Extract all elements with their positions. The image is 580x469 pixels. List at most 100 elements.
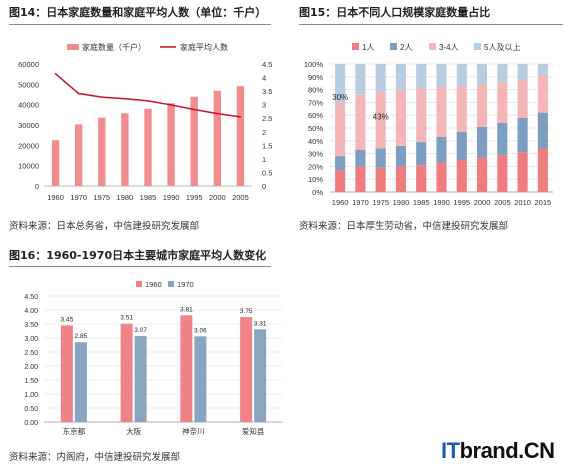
stack-segment xyxy=(456,64,467,86)
y-tick-label: 1.00 xyxy=(24,392,38,399)
bar-households xyxy=(236,86,245,186)
y-left-tick-label: 50000 xyxy=(18,80,39,89)
stack-segment xyxy=(456,131,467,160)
point-avg-household-size xyxy=(170,104,172,106)
y-tick-label: 40% xyxy=(308,137,323,146)
x-tick-label: 1980 xyxy=(117,193,134,202)
x-tick-label: 1995 xyxy=(453,198,470,207)
stack-segment xyxy=(395,64,407,90)
stack-segment xyxy=(456,85,467,132)
stack-segment xyxy=(335,102,346,157)
y-tick-label: 0.00 xyxy=(24,420,38,427)
fig15-source: 资料来源：日本厚生劳动省，中信建投研究发展部 xyxy=(299,221,509,232)
value-label: 3.75 xyxy=(240,308,253,315)
y-tick-label: 2.00 xyxy=(24,364,38,371)
y-left-tick-label: 60000 xyxy=(18,60,39,69)
legend-label: 1人 xyxy=(362,43,374,52)
y-left-tick-label: 10000 xyxy=(18,162,39,171)
stack-segment xyxy=(517,117,528,153)
stack-segment xyxy=(416,142,427,166)
bar-households xyxy=(74,124,83,186)
stack-segment xyxy=(436,162,447,192)
fig14-source: 资料来源：日本总务省，中信建投研究发展部 xyxy=(9,221,200,232)
x-tick-label: 1985 xyxy=(140,193,157,202)
stack-segment xyxy=(416,64,427,89)
stack-segment xyxy=(436,136,447,163)
y-tick-label: 20% xyxy=(308,162,323,171)
stack-segment xyxy=(355,94,366,150)
point-avg-household-size xyxy=(100,96,103,98)
legend-label-avg-size: 家庭平均人数 xyxy=(180,42,228,52)
stack-segment xyxy=(395,145,407,167)
stack-segment xyxy=(375,148,386,168)
x-tick-label: 1960 xyxy=(47,193,64,202)
stack-segment xyxy=(537,112,548,149)
y-right-tick-label: 1.5 xyxy=(262,141,272,150)
x-tick-label: 1970 xyxy=(70,193,87,202)
stack-segment xyxy=(395,166,407,192)
stack-segment xyxy=(456,160,467,192)
y-left-tick-label: 0 xyxy=(35,182,39,191)
y-tick-label: 4.50 xyxy=(24,294,38,301)
stack-segment xyxy=(416,165,427,192)
stack-segment xyxy=(497,81,508,123)
value-label: 3.51 xyxy=(120,315,133,322)
bar xyxy=(180,315,193,422)
y-tick-label: 10% xyxy=(308,175,323,184)
legend-swatch xyxy=(390,43,397,50)
bar xyxy=(60,325,73,422)
value-label: 3.06 xyxy=(194,327,207,334)
stack-segment xyxy=(517,79,528,118)
y-tick-label: 90% xyxy=(308,73,323,82)
y-right-tick-label: 4.5 xyxy=(262,60,272,69)
stack-segment xyxy=(395,89,407,146)
y-tick-label: 0% xyxy=(312,188,323,197)
y-tick-label: 0.50 xyxy=(24,406,38,413)
stack-segment xyxy=(375,64,386,93)
stack-segment xyxy=(416,88,427,143)
stack-segment xyxy=(476,84,488,127)
x-tick-label: 爱知县 xyxy=(242,426,265,436)
y-right-tick-label: 2.5 xyxy=(262,114,272,123)
fig15-title-rule xyxy=(299,24,563,25)
stack-segment xyxy=(537,75,548,113)
fig16-title-rule xyxy=(9,266,271,267)
value-label: 3.07 xyxy=(134,327,147,334)
legend-label: 1970 xyxy=(177,280,194,289)
x-tick-label: 2000 xyxy=(209,193,226,202)
x-tick-label: 1990 xyxy=(433,198,450,207)
y-tick-label: 2.50 xyxy=(24,350,38,357)
stack-segment xyxy=(335,170,346,192)
stack-segment xyxy=(476,157,488,192)
fig15-title: 图15：日本不同人口规模家庭数量占比 xyxy=(299,6,491,19)
y-right-tick-label: 1 xyxy=(262,155,266,164)
x-tick-label: 1995 xyxy=(186,193,203,202)
x-tick-label: 东京都 xyxy=(63,426,86,436)
y-right-tick-label: 3 xyxy=(262,101,266,110)
y-tick-label: 100% xyxy=(304,60,324,69)
bar xyxy=(74,342,87,422)
legend-swatch-households xyxy=(67,44,79,50)
stack-segment xyxy=(355,166,366,192)
watermark-prefix: IT xyxy=(441,438,460,463)
x-tick-label: 1970 xyxy=(352,198,369,207)
stack-segment xyxy=(517,64,528,80)
stack-segment xyxy=(517,152,528,192)
y-right-tick-label: 3.5 xyxy=(262,87,272,96)
bar xyxy=(254,329,267,422)
y-tick-label: 1.50 xyxy=(24,378,38,385)
x-tick-label: 1980 xyxy=(393,198,410,207)
legend-swatch xyxy=(168,281,174,287)
stack-segment xyxy=(497,122,508,155)
x-tick-label: 2010 xyxy=(514,198,531,207)
fig15-chart: 1人 2人 3-4人 5人及以上 0% 10% 20% 30% 40% 50% 60% 70% 80% 9… xyxy=(304,43,553,207)
stack-segment xyxy=(497,154,508,192)
stack-segment xyxy=(355,149,366,167)
stack-segment xyxy=(476,64,488,85)
annotation-label: 43% xyxy=(373,112,389,121)
fig14-title-rule xyxy=(9,24,271,25)
fig16-title: 图16：1960-1970日本主要城市家庭平均人数变化 xyxy=(9,249,267,262)
bar-households xyxy=(98,117,106,186)
bar-households xyxy=(190,96,198,186)
x-tick-label: 2015 xyxy=(535,198,552,207)
